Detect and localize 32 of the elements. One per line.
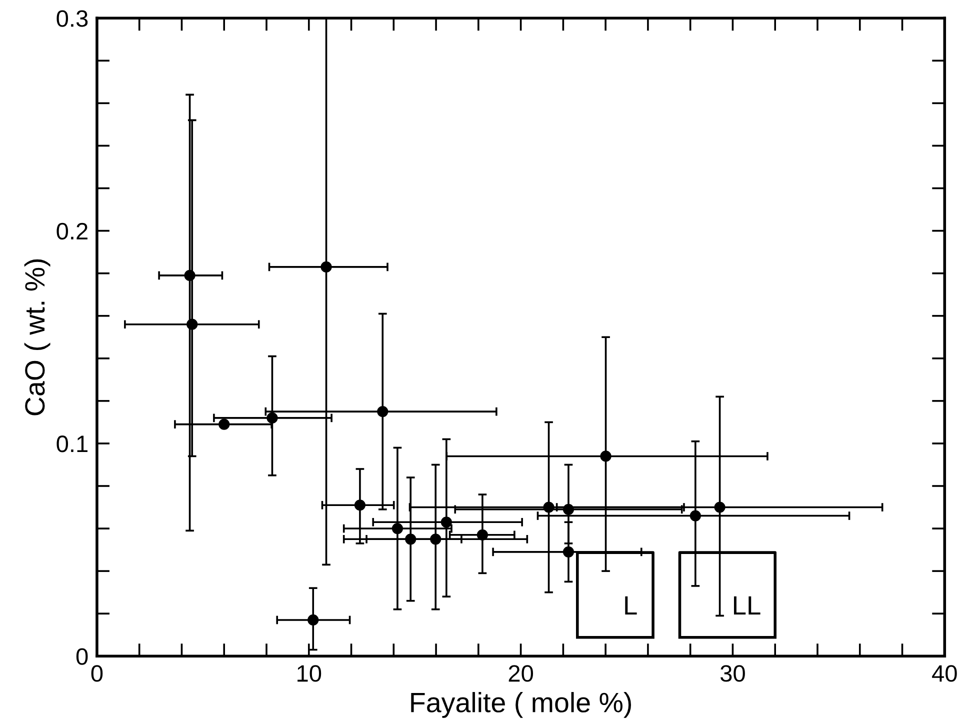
point — [354, 500, 366, 511]
point — [184, 270, 196, 282]
y-axis-title: CaO ( wt. %) — [24, 259, 50, 416]
x-tick-label: 30 — [720, 665, 745, 682]
y-tick-label: 0.2 — [56, 222, 88, 240]
point — [218, 418, 230, 430]
point — [392, 522, 404, 534]
point — [430, 534, 442, 545]
y-tick-label: 0 — [76, 648, 88, 665]
x-tick-label: 40 — [932, 665, 957, 682]
point — [562, 504, 574, 515]
point — [186, 318, 198, 330]
point — [562, 546, 574, 558]
point — [308, 614, 319, 626]
series-label: L — [625, 596, 637, 615]
y-tick-label: 0.1 — [56, 436, 88, 452]
point — [377, 406, 388, 418]
point — [405, 534, 416, 545]
point — [476, 529, 488, 540]
point — [543, 502, 554, 513]
point — [440, 516, 452, 528]
point — [714, 502, 726, 513]
x-tick-label: 20 — [508, 665, 534, 682]
x-tick-label: 10 — [298, 665, 322, 682]
point — [690, 510, 701, 522]
y-tick-label: 0.3 — [56, 10, 88, 27]
x-tick-label: 0 — [91, 665, 103, 682]
point — [266, 412, 278, 424]
point — [320, 261, 332, 272]
point — [600, 450, 612, 462]
x-axis-title: Fayalite ( mole %) — [411, 692, 631, 718]
series-label: LL — [734, 596, 760, 615]
